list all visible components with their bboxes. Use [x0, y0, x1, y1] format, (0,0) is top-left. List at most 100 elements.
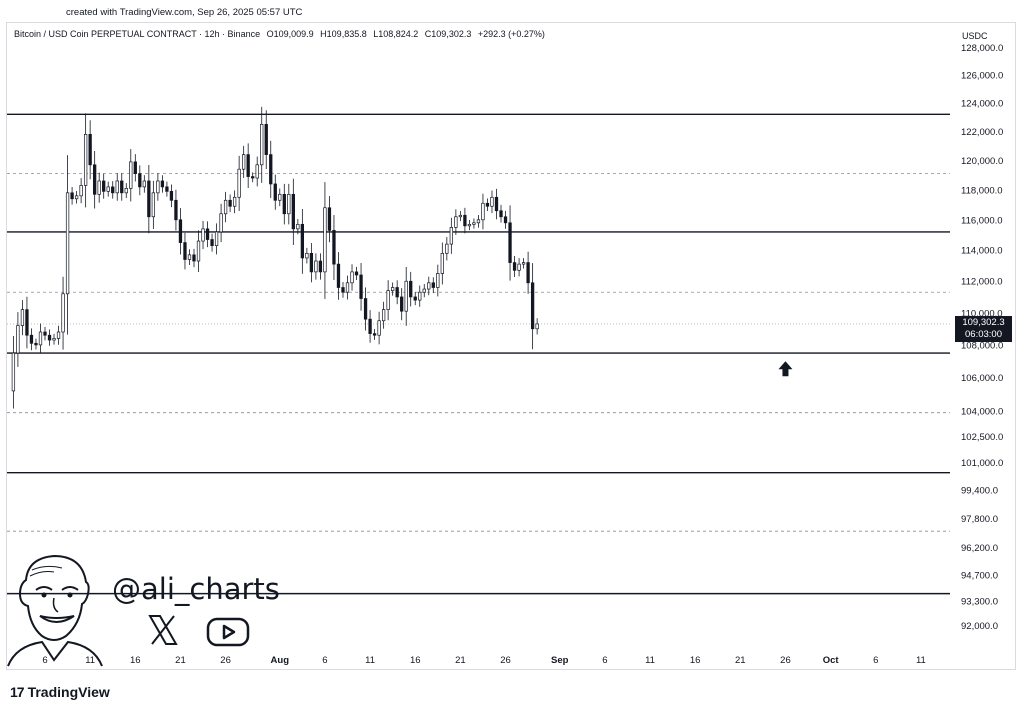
candle-down [431, 282, 435, 288]
candle-down [318, 260, 323, 273]
candle-up [314, 260, 318, 273]
candle-down [291, 193, 295, 230]
x-axis-tick-label: 11 [645, 655, 655, 666]
y-axis-tick-label: 104,000.0 [961, 407, 1003, 418]
candle-up [296, 223, 300, 230]
y-axis-tick-label: 108,000.0 [961, 340, 1003, 351]
y-axis-tick-label: 94,700.0 [961, 571, 998, 582]
tradingview-logo-icon: 17 [10, 684, 25, 700]
candle-down [409, 280, 413, 298]
candle-down [147, 180, 151, 218]
last-price-tag: 109,302.3 06:03:00 [955, 316, 1012, 342]
legend-change: +292.3 (+0.27%) [477, 29, 545, 39]
candle-up [187, 254, 192, 260]
candle-down [332, 230, 336, 265]
candle-up [124, 188, 128, 194]
candle-down [228, 199, 232, 207]
candle-down [359, 274, 363, 299]
symbol-title[interactable]: Bitcoin / USD Coin PERPETUAL CONTRACT · … [14, 29, 261, 39]
candle-up [436, 273, 440, 288]
candle-up [79, 185, 83, 197]
candle-down [309, 252, 314, 273]
candle-up [449, 227, 453, 245]
candle-up [16, 325, 20, 354]
candle-up [381, 309, 386, 322]
candle-down [29, 334, 34, 344]
candle-down [512, 262, 517, 271]
candle-down [300, 223, 305, 259]
candle-down [25, 309, 29, 336]
candle-up [115, 180, 119, 194]
candle-down [463, 214, 467, 227]
candle-down [264, 123, 268, 155]
x-axis-tick-label: Sep [551, 655, 569, 666]
candle-down [395, 287, 399, 298]
y-axis-tick-label: 126,000.0 [961, 71, 1003, 82]
x-axis-tick-label: 26 [500, 655, 511, 666]
candle-up [440, 252, 444, 274]
candle-up [481, 202, 485, 221]
candle-up [97, 180, 101, 195]
candle-down [273, 183, 277, 201]
candle-up [260, 123, 264, 166]
x-axis-tick-label: 21 [735, 655, 746, 666]
candle-down [165, 186, 169, 192]
symbol-legend: Bitcoin / USD Coin PERPETUAL CONTRACT · … [14, 29, 549, 39]
x-axis-tick-label: 26 [780, 655, 791, 666]
legend-close: C109,302.3 [424, 29, 472, 39]
candle-down [174, 199, 178, 221]
x-axis-tick-label: Oct [823, 655, 840, 666]
x-axis-tick-label: 26 [220, 655, 231, 666]
x-axis-tick-label: 6 [873, 655, 878, 666]
candle-up [156, 180, 160, 194]
candle-up [52, 338, 56, 341]
candle-up [521, 262, 526, 265]
candle-up [56, 331, 61, 339]
y-axis-tick-label: 92,000.0 [961, 621, 998, 632]
last-price-value: 109,302.3 [962, 317, 1005, 328]
candle-up [142, 180, 146, 188]
candle-down [336, 263, 341, 288]
candle-up [476, 219, 481, 224]
candle-up [377, 320, 381, 336]
candle-up [386, 290, 390, 310]
candle-down [88, 134, 92, 166]
y-axis-tick-label: 112,000.0 [961, 277, 1003, 288]
candle-down [494, 196, 499, 212]
tradingview-logo[interactable]: 17 TradingView [10, 684, 110, 700]
candle-down [246, 154, 250, 177]
candle-up [83, 134, 88, 186]
x-logo-icon[interactable] [146, 614, 180, 646]
currency-label[interactable]: USDC [962, 31, 988, 41]
y-axis-tick-label: 118,000.0 [961, 185, 1003, 196]
candle-down [169, 190, 174, 201]
candle-down [111, 186, 115, 194]
y-axis-tick-label: 124,000.0 [961, 99, 1003, 110]
candle-up [65, 192, 70, 295]
x-axis-tick-label: 11 [85, 655, 95, 666]
candle-up [74, 195, 79, 200]
candle-up [490, 196, 494, 207]
y-axis-tick-label: 99,400.0 [961, 486, 998, 497]
candle-up [427, 282, 431, 290]
candle-up [196, 240, 201, 262]
candle-down [530, 282, 535, 330]
candle-up [458, 214, 463, 218]
x-axis-tick-label: 6 [602, 655, 607, 666]
candle-down [485, 202, 490, 207]
candle-up [467, 223, 472, 227]
y-axis-tick-label: 120,000.0 [961, 156, 1003, 167]
x-axis-tick-label: 16 [130, 655, 141, 666]
author-avatar [7, 554, 103, 667]
candle-up [391, 287, 395, 291]
bar-countdown: 06:03:00 [965, 329, 1002, 340]
legend-high: H109,835.8 [320, 29, 367, 39]
candle-up [535, 323, 539, 330]
candle-down [327, 207, 332, 231]
x-axis-tick-label: 21 [175, 655, 186, 666]
candle-down [526, 262, 530, 284]
candle-up [345, 282, 350, 293]
candle-up [287, 193, 291, 215]
youtube-play-icon[interactable] [206, 616, 252, 648]
